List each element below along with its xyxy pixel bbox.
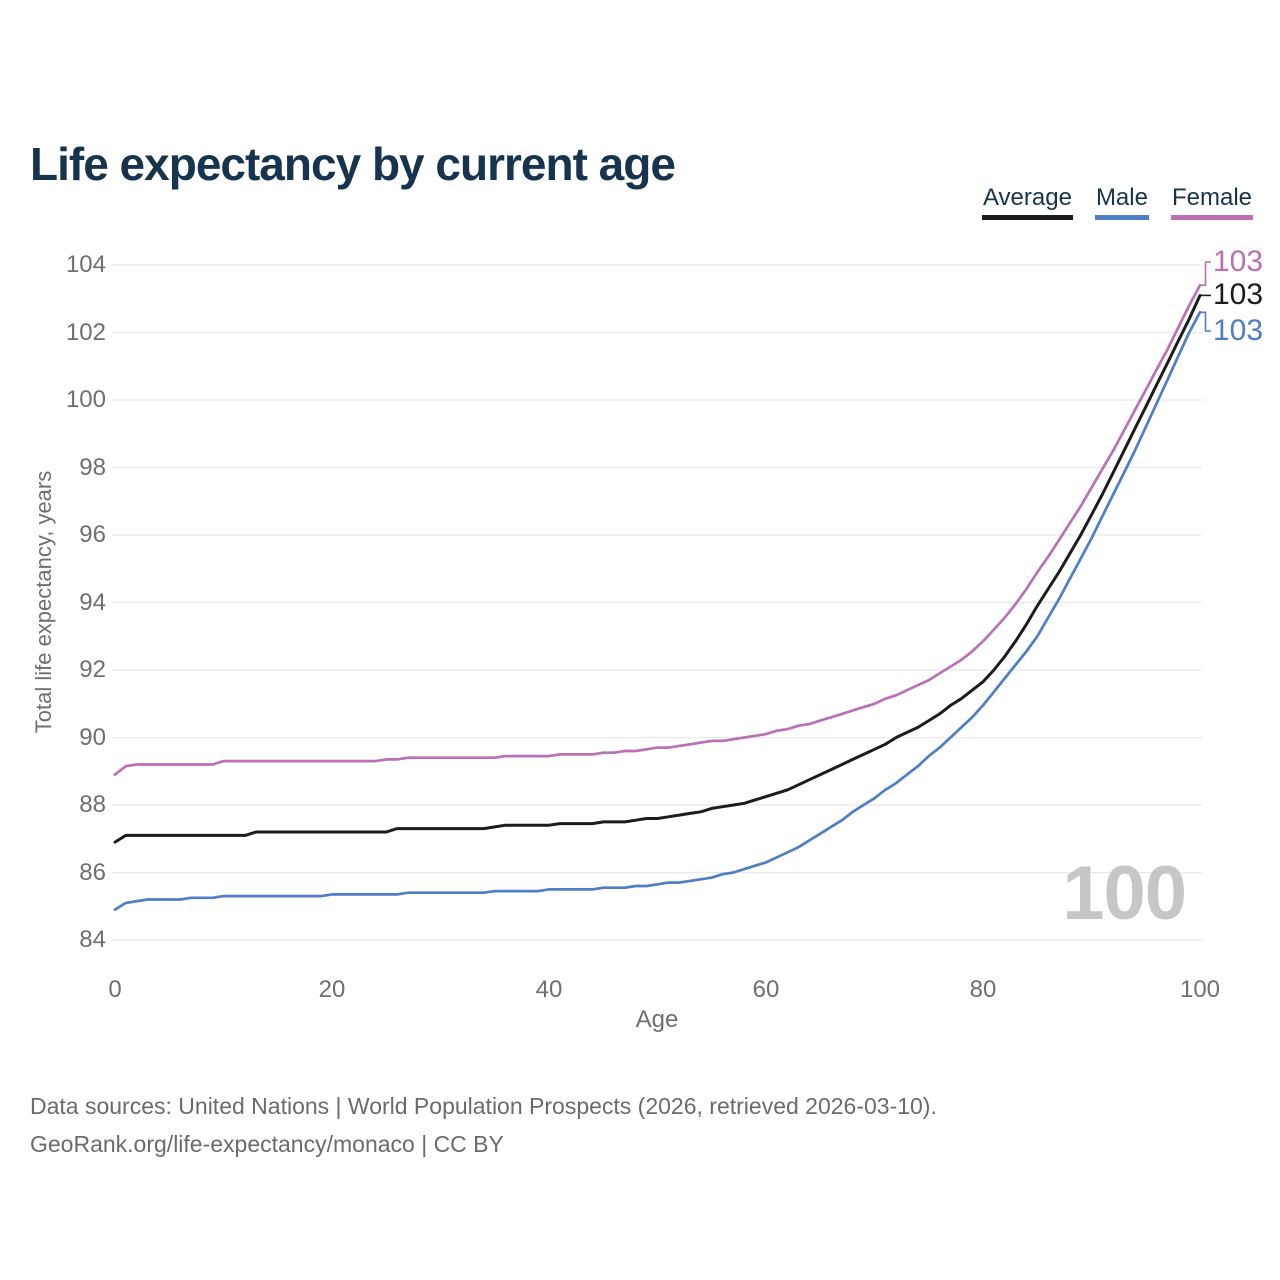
y-tick-label-102: 102 xyxy=(65,318,106,346)
series-line-male xyxy=(113,310,1202,911)
y-tick-label-94: 94 xyxy=(79,588,106,616)
y-tick-label-96: 96 xyxy=(79,521,106,548)
footer: Data sources: United Nations | World Pop… xyxy=(30,1087,937,1163)
y-tick-label-104: 104 xyxy=(65,251,106,278)
x-tick-label-100: 100 xyxy=(1179,976,1221,1003)
legend-item-average[interactable]: Average xyxy=(981,184,1073,221)
y-tick-label-84: 84 xyxy=(79,926,106,953)
end-label-connector-female xyxy=(1201,261,1211,286)
series-line-female xyxy=(113,283,1202,776)
end-label-average: 103 xyxy=(1213,278,1264,311)
x-tick-label-80: 80 xyxy=(969,976,997,1003)
x-axis-title: Age xyxy=(635,1006,679,1033)
y-tick-label-92: 92 xyxy=(79,656,106,683)
y-tick-label-88: 88 xyxy=(79,791,106,818)
end-label-male: 103 xyxy=(1213,314,1264,347)
footer-source-line: Data sources: United Nations | World Pop… xyxy=(30,1093,937,1119)
legend-item-female[interactable]: Female xyxy=(1170,184,1253,221)
x-tick-label-20: 20 xyxy=(318,976,346,1003)
y-tick-label-86: 86 xyxy=(79,858,106,886)
legend-item-male[interactable]: Male xyxy=(1094,184,1149,221)
x-tick-label-40: 40 xyxy=(535,976,563,1003)
y-tick-label-98: 98 xyxy=(79,453,106,481)
x-tick-label-60: 60 xyxy=(752,976,780,1003)
end-label-female: 103 xyxy=(1213,245,1264,278)
y-tick-label-100: 100 xyxy=(65,386,106,413)
age-watermark: 100 xyxy=(1062,851,1187,936)
series-line-average xyxy=(113,293,1202,844)
footer-license-line: GeoRank.org/life-expectancy/monaco | CC … xyxy=(30,1131,504,1157)
x-tick-label-0: 0 xyxy=(108,976,122,1003)
chart-title: Life expectancy by current age xyxy=(30,137,676,190)
y-tick-label-90: 90 xyxy=(79,723,106,751)
legend: Average Male Female xyxy=(981,184,1253,221)
end-label-connector-male xyxy=(1201,311,1211,332)
